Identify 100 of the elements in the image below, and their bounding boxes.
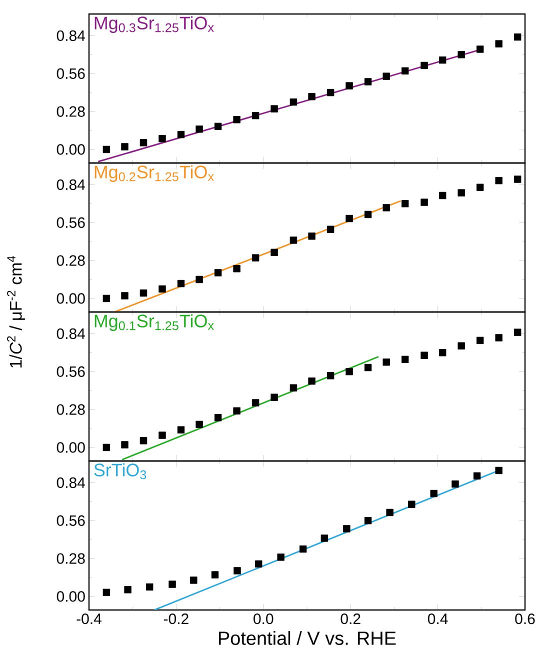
point — [458, 189, 465, 196]
x-tick-label: 0.4 — [428, 614, 448, 624]
point — [452, 480, 459, 488]
point — [214, 122, 222, 130]
point — [214, 414, 222, 422]
point — [140, 139, 148, 146]
point — [495, 40, 502, 48]
point — [382, 204, 390, 212]
x-tick-label: -0.4 — [76, 614, 102, 624]
point — [270, 248, 278, 256]
point — [233, 116, 240, 124]
point — [476, 336, 484, 344]
point — [386, 508, 394, 516]
point — [102, 444, 110, 452]
y-tick-label: 0.56 — [56, 366, 85, 377]
point — [439, 56, 446, 64]
y-tick-label: 0.56 — [56, 217, 85, 228]
y-tick-label: 0.00 — [56, 442, 85, 453]
point — [476, 184, 484, 191]
point — [299, 545, 307, 553]
point — [458, 51, 465, 58]
point — [326, 226, 334, 233]
point — [495, 334, 502, 342]
point — [346, 368, 353, 376]
point — [420, 198, 428, 206]
point — [364, 78, 372, 86]
x-tick-label: -0.2 — [164, 614, 188, 624]
y-tick-label: 0.00 — [56, 591, 85, 602]
point — [168, 580, 176, 588]
point — [290, 98, 298, 106]
y-tick-label: 0.28 — [56, 255, 85, 266]
point — [343, 525, 350, 532]
point — [402, 67, 409, 74]
point — [408, 500, 416, 508]
point — [364, 364, 372, 372]
point — [290, 384, 298, 392]
point — [190, 576, 198, 584]
point — [140, 289, 148, 297]
y-tick-label: 0.00 — [56, 293, 85, 304]
point — [308, 232, 316, 240]
point — [270, 105, 278, 112]
point — [121, 143, 128, 150]
point — [234, 567, 241, 574]
point — [252, 399, 260, 406]
point — [233, 407, 240, 414]
point — [346, 214, 353, 222]
y-tick-label: 0.84 — [56, 328, 86, 339]
y-tick-label: 0.84 — [56, 30, 86, 41]
point — [158, 135, 166, 142]
point — [476, 46, 484, 53]
point — [473, 472, 481, 480]
point — [326, 372, 334, 380]
x-tick-label: 0.6 — [515, 614, 535, 624]
point — [514, 176, 522, 183]
point — [495, 466, 502, 474]
point — [124, 586, 132, 594]
point — [177, 130, 185, 138]
point — [121, 292, 128, 300]
point — [420, 352, 428, 359]
point — [382, 358, 390, 366]
y-axis-title: 1/C$^{2}$ / μF$^{-2}$ cm$^{4}$ — [7, 256, 25, 368]
point — [364, 517, 372, 524]
point — [439, 192, 446, 200]
point — [196, 126, 203, 133]
point — [214, 269, 222, 276]
point — [158, 432, 166, 439]
y-tick-label: 0.00 — [56, 144, 85, 155]
point — [420, 62, 428, 70]
point — [255, 560, 262, 568]
x-tick-label: 0.2 — [340, 614, 360, 624]
point — [495, 177, 502, 184]
point — [233, 265, 240, 272]
y-tick-label: 0.56 — [56, 68, 85, 79]
point — [514, 328, 522, 336]
point — [102, 146, 110, 154]
point — [121, 441, 128, 448]
point — [364, 210, 372, 218]
point — [140, 437, 148, 444]
point — [146, 583, 154, 591]
point — [252, 112, 260, 120]
point — [102, 588, 110, 596]
y-tick-label: 0.84 — [56, 179, 86, 190]
point — [158, 285, 166, 293]
point — [402, 356, 409, 364]
point — [439, 349, 446, 356]
point — [382, 72, 390, 80]
point — [320, 534, 328, 542]
text: SrTiO$_{3}$ — [94, 463, 146, 480]
point — [346, 82, 353, 90]
text: Mg$_{0.1}$Sr$_{1.25}$TiO$_{x}$ — [94, 314, 214, 331]
point — [402, 200, 409, 208]
point — [211, 571, 219, 578]
point — [430, 490, 438, 498]
x-tick-label: 0.0 — [254, 614, 274, 624]
x-axis-title: Potential / V vs. RHE — [218, 631, 396, 645]
y-tick-label: 0.28 — [56, 553, 85, 564]
point — [177, 280, 185, 288]
point — [102, 294, 110, 302]
point — [326, 88, 334, 96]
y-tick-label: 0.84 — [56, 477, 86, 488]
